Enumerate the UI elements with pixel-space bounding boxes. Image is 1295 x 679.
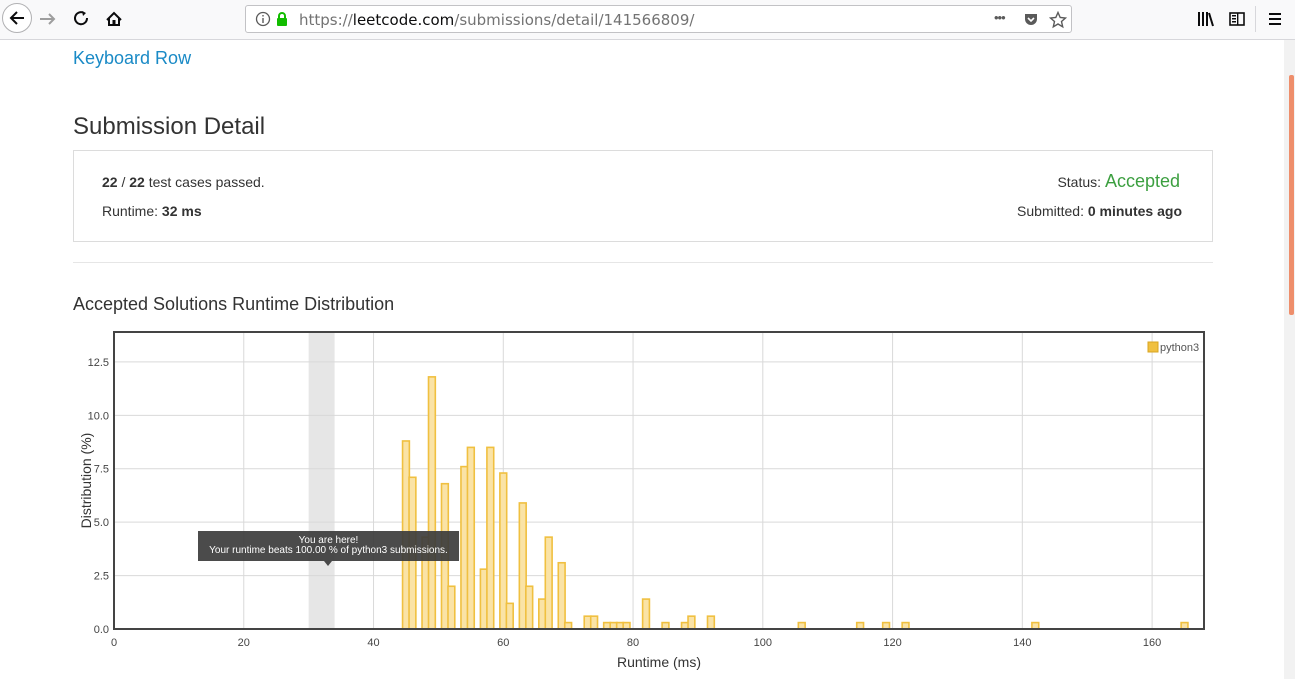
runtime-label: Runtime: [102, 203, 159, 219]
y-axis-label: Distribution (%) [78, 433, 94, 529]
bar [466, 446, 476, 630]
page-actions-icon[interactable]: ••• [994, 10, 1006, 25]
bar [505, 602, 514, 630]
bar [589, 615, 599, 630]
bar [427, 376, 437, 630]
tooltip-line1: You are here! [298, 535, 359, 546]
y-tick-label: 5.0 [94, 517, 109, 529]
sidebar-icon[interactable] [1229, 11, 1245, 27]
bar [525, 585, 534, 630]
bar [447, 585, 456, 630]
bar [706, 615, 716, 630]
bar [486, 446, 495, 630]
y-tick-label: 12.5 [88, 357, 109, 369]
x-tick-label: 160 [1143, 637, 1161, 649]
passed-count: 22 [102, 174, 118, 190]
section-title: Accepted Solutions Runtime Distribution [73, 294, 395, 314]
submitted-summary: Submitted: 0 minutes ago [1017, 203, 1182, 219]
count-separator: / [121, 174, 126, 190]
url-text: https://leetcode.com/submissions/detail/… [299, 11, 694, 29]
plot-frame [113, 331, 1205, 630]
status-value: Accepted [1104, 171, 1180, 191]
library-icon[interactable] [1197, 11, 1215, 27]
submission-summary-panel: 22 / 22 test cases passed. Runtime: 32 m… [73, 150, 1213, 242]
submitted-label: Submitted: [1017, 203, 1084, 219]
y-tick-label: 0.0 [94, 624, 109, 636]
reload-icon [74, 11, 89, 26]
legend-swatch [1147, 341, 1159, 353]
url-path: /submissions/detail/141566809/ [454, 11, 695, 29]
home-button[interactable] [99, 3, 129, 33]
pocket-icon[interactable] [1023, 11, 1039, 27]
total-count: 22 [129, 174, 145, 190]
test-cases-summary: 22 / 22 test cases passed. [102, 174, 265, 190]
menu-icon[interactable] [1268, 11, 1282, 27]
passed-suffix: test cases passed. [148, 174, 265, 190]
home-icon [106, 11, 122, 26]
bar [641, 598, 651, 630]
x-tick-label: 0 [111, 637, 117, 649]
legend-label: python3 [1160, 342, 1199, 354]
info-icon[interactable] [255, 11, 271, 27]
url-host: leetcode.com [352, 11, 455, 29]
scroll-thumb[interactable] [1289, 75, 1294, 315]
page-title: Submission Detail [73, 113, 266, 140]
bookmark-star-icon[interactable] [1049, 11, 1067, 29]
runtime-value: 32 ms [161, 203, 202, 219]
url-scheme: https:// [299, 11, 353, 29]
lock-icon [277, 12, 287, 26]
your-runtime-band [308, 332, 335, 629]
problem-title-link[interactable]: Keyboard Row [73, 48, 192, 68]
back-button[interactable] [2, 3, 32, 33]
x-tick-label: 60 [497, 637, 509, 649]
y-tick-label: 2.5 [94, 571, 109, 583]
page-scrollbar[interactable] [1284, 40, 1295, 679]
x-tick-label: 120 [883, 637, 901, 649]
you-are-here-tooltip: You are here! Your runtime beats 100.00 … [198, 531, 459, 566]
x-tick-label: 80 [627, 637, 639, 649]
x-tick-label: 100 [754, 637, 772, 649]
y-tick-label: 7.5 [94, 464, 109, 476]
runtime-summary: Runtime: 32 ms [102, 203, 202, 219]
bar [687, 615, 696, 630]
x-axis-label: Runtime (ms) [617, 654, 701, 670]
submitted-value: 0 minutes ago [1087, 203, 1182, 219]
bar [557, 561, 566, 630]
status-summary: Status: Accepted [1057, 171, 1180, 192]
x-tick-label: 140 [1013, 637, 1031, 649]
status-label: Status: [1057, 174, 1102, 190]
url-bar[interactable]: https://leetcode.com/submissions/detail/… [245, 5, 1072, 33]
section-divider [73, 262, 1213, 263]
arrow-right-icon [40, 13, 56, 25]
toolbar-separator [1255, 6, 1256, 32]
x-tick-label: 40 [367, 637, 379, 649]
forward-button[interactable] [34, 3, 64, 33]
tooltip-line2: Your runtime beats 100.00 % of python3 s… [209, 545, 448, 556]
x-tick-label: 20 [238, 637, 250, 649]
y-tick-label: 10.0 [88, 410, 109, 422]
browser-toolbar: https://leetcode.com/submissions/detail/… [0, 0, 1295, 40]
bar [544, 536, 553, 630]
arrow-left-icon [9, 11, 24, 25]
reload-button[interactable] [67, 3, 97, 33]
